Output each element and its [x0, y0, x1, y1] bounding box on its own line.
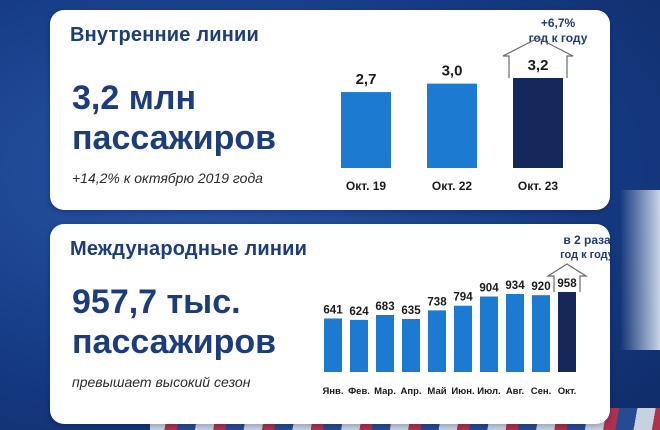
category-label-2: Мар. — [374, 386, 396, 397]
bar-3 — [402, 318, 420, 372]
category-label-8: Сен. — [531, 386, 552, 397]
bar-value-label-2: 683 — [375, 301, 394, 313]
bar-value-label-0: 2,7 — [356, 71, 377, 88]
growth-arrow — [502, 37, 574, 78]
category-label-4: Май — [427, 386, 446, 397]
domestic-growth-sublabel: год к году — [529, 31, 588, 45]
category-label-5: Июн. — [451, 386, 474, 397]
domestic-lines-card: Внутренние линии 3,2 млн пассажиров +14,… — [50, 10, 610, 210]
bar-value-label-7: 934 — [505, 280, 525, 292]
bar-value-label-8: 920 — [531, 281, 550, 293]
category-label-9: Окт. — [558, 386, 577, 397]
international-passengers-value: 957,7 тыс. — [72, 283, 241, 321]
international-title: Международные линии — [70, 238, 308, 260]
bar-value-label-1: 624 — [349, 306, 369, 318]
international-growth-label: в 2 раза — [563, 233, 610, 247]
bar-value-label-1: 3,0 — [442, 63, 463, 80]
bar-7 — [506, 294, 524, 372]
international-note: превышает высокий сезон — [72, 374, 251, 390]
bar-5 — [454, 305, 472, 372]
category-label-2: Окт. 23 — [518, 179, 559, 193]
bar-1 — [350, 319, 368, 372]
bar-value-label-4: 738 — [427, 296, 447, 308]
bar-8 — [532, 295, 550, 372]
bar-2 — [513, 78, 563, 168]
background-cloud — [620, 190, 660, 350]
bar-2 — [376, 314, 394, 372]
bar-value-label-9: 958 — [557, 278, 577, 290]
domestic-note: +14,2% к октябрю 2019 года — [72, 170, 263, 186]
bar-9 — [558, 292, 576, 372]
bar-0 — [341, 92, 391, 168]
bar-value-label-6: 904 — [479, 283, 499, 295]
bar-0 — [324, 318, 342, 372]
growth-arrow — [545, 263, 589, 292]
bar-6 — [480, 296, 498, 372]
international-passengers-unit: пассажиров — [72, 323, 277, 361]
domestic-growth-label: +6,7% — [541, 16, 576, 30]
bar-value-label-5: 794 — [453, 292, 473, 304]
bar-1 — [427, 83, 477, 168]
bar-value-label-0: 641 — [323, 304, 343, 316]
domestic-passengers-value: 3,2 млн — [72, 79, 196, 117]
bar-value-label-2: 3,2 — [528, 57, 549, 74]
category-label-7: Авг. — [506, 386, 524, 397]
category-label-0: Окт. 19 — [346, 179, 387, 193]
international-lines-card: Международные линии 957,7 тыс. пассажиро… — [50, 224, 610, 424]
domestic-passengers-unit: пассажиров — [72, 119, 277, 157]
category-label-1: Фев. — [348, 386, 370, 397]
domestic-title: Внутренние линии — [70, 24, 260, 46]
bar-value-label-3: 635 — [401, 305, 421, 317]
international-bar-chart: в 2 раза год к году 641 Янв. 624 Фев. 683 Мар… — [322, 233, 610, 397]
category-label-0: Янв. — [322, 386, 343, 397]
bar-4 — [428, 310, 446, 372]
category-label-6: Июл. — [477, 386, 500, 397]
international-growth-sublabel: год к году — [560, 249, 610, 261]
category-label-3: Апр. — [400, 386, 421, 397]
domestic-bar-chart: +6,7% год к году 2,7 Окт. 19 3,0 Окт. 22 3,2… — [341, 16, 588, 193]
category-label-1: Окт. 22 — [432, 179, 473, 193]
